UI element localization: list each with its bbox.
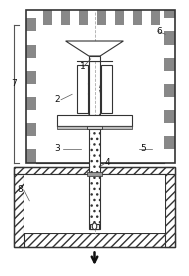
Bar (164, 110, 175, 123)
Bar (97, 10, 106, 25)
Bar (142, 10, 151, 25)
Bar (26, 10, 35, 25)
Bar (89, 129, 100, 229)
Text: 1: 1 (81, 62, 86, 71)
Bar (24, 174, 165, 233)
Bar (43, 10, 52, 25)
Bar (14, 167, 24, 247)
Bar (26, 110, 36, 123)
Polygon shape (66, 41, 123, 56)
Text: 5: 5 (140, 144, 146, 153)
Bar (160, 10, 169, 25)
Bar (164, 44, 175, 58)
Bar (164, 18, 175, 31)
Bar (164, 150, 175, 163)
Bar (164, 71, 175, 84)
Bar (26, 31, 36, 44)
Bar (79, 10, 88, 25)
Bar (61, 10, 70, 25)
Text: 6: 6 (157, 27, 163, 36)
Bar (26, 58, 36, 71)
Bar (169, 10, 175, 25)
Bar (26, 71, 36, 84)
Bar (57, 115, 132, 126)
Bar (164, 10, 175, 18)
Bar (164, 136, 175, 150)
Bar (26, 150, 36, 163)
Bar (26, 18, 36, 31)
Bar (151, 10, 160, 25)
Text: 3: 3 (54, 144, 60, 153)
Text: 8: 8 (17, 185, 23, 194)
Bar (164, 31, 175, 44)
Bar (26, 44, 36, 58)
Bar (89, 56, 100, 61)
Bar (26, 160, 175, 163)
Bar (101, 65, 112, 113)
Bar (115, 10, 124, 25)
Bar (26, 10, 36, 18)
Bar (88, 10, 97, 25)
Bar (26, 97, 36, 110)
Bar (88, 172, 101, 176)
Bar (164, 58, 175, 71)
Bar (26, 123, 36, 136)
Bar (90, 224, 99, 229)
Text: 4: 4 (105, 158, 110, 167)
Circle shape (92, 223, 97, 230)
Bar (14, 167, 175, 247)
Bar (26, 10, 175, 163)
Bar (77, 65, 88, 113)
Bar (14, 167, 175, 174)
Text: 2: 2 (54, 95, 60, 104)
Bar (36, 25, 164, 163)
Bar (26, 136, 36, 150)
Bar (14, 233, 175, 247)
Text: 7: 7 (12, 79, 17, 88)
Bar (87, 126, 102, 129)
Bar (133, 10, 142, 25)
Bar (35, 10, 43, 25)
Bar (165, 167, 175, 247)
Bar (106, 10, 115, 25)
Bar (57, 126, 132, 129)
Bar (164, 123, 175, 136)
Bar (52, 10, 61, 25)
Bar (70, 10, 79, 25)
Bar (164, 84, 175, 97)
Bar (164, 97, 175, 110)
Bar (124, 10, 133, 25)
Bar (89, 61, 100, 115)
Bar (26, 84, 36, 97)
